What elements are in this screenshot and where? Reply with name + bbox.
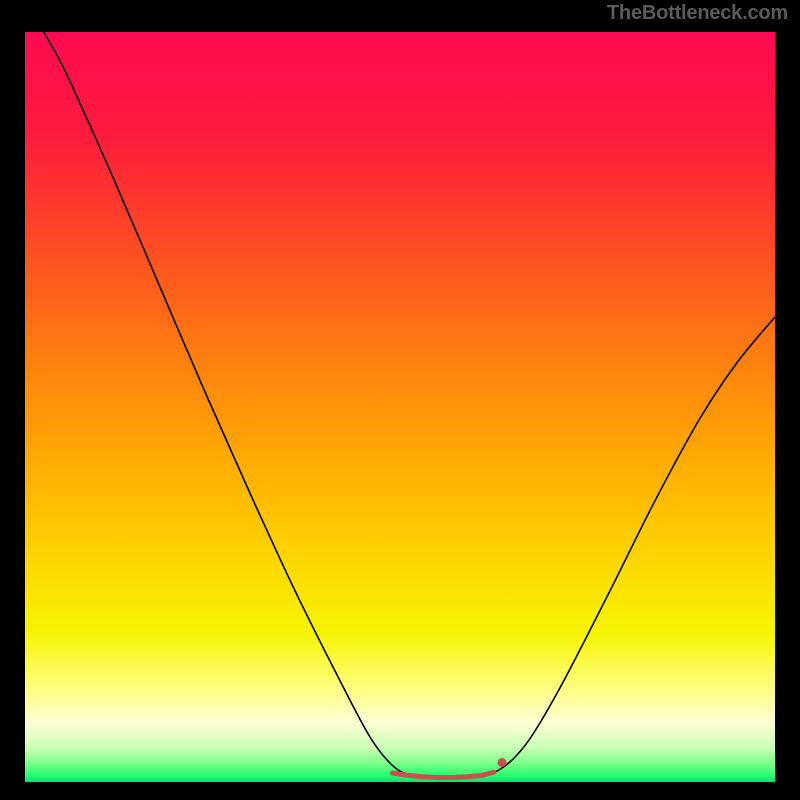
bottleneck-chart bbox=[0, 0, 800, 800]
chart-container: TheBottleneck.com bbox=[0, 0, 800, 800]
attribution-text: TheBottleneck.com bbox=[607, 2, 788, 25]
chart-background bbox=[25, 32, 775, 782]
marker-dot bbox=[498, 758, 507, 767]
